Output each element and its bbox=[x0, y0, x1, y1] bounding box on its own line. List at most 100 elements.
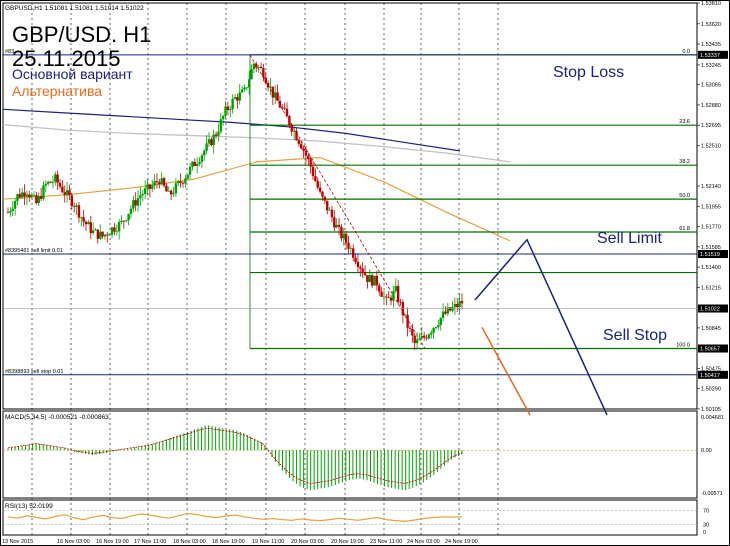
candle-body bbox=[302, 148, 305, 151]
candle-body bbox=[441, 311, 445, 318]
candle-body bbox=[125, 220, 128, 221]
fibonacci-level-label: 38.2 bbox=[679, 159, 690, 165]
time-axis-label: 17 Nov 11:00 bbox=[134, 539, 166, 545]
fibonacci-level-label: 0.0 bbox=[682, 49, 690, 55]
candle-body bbox=[153, 181, 156, 186]
candle-body bbox=[127, 213, 130, 221]
candle-body bbox=[120, 220, 123, 223]
candle-body bbox=[366, 275, 369, 283]
candle-body bbox=[73, 206, 76, 207]
time-axis-label: 16 Nov 19:00 bbox=[96, 539, 129, 545]
candle-body bbox=[340, 226, 343, 239]
candle-body bbox=[148, 184, 152, 189]
candle-body bbox=[387, 297, 390, 299]
candle-body bbox=[354, 257, 357, 262]
price-axis-label: 1.51585 bbox=[701, 245, 721, 251]
candle-body bbox=[323, 196, 327, 201]
rsi-panel-frame bbox=[2, 499, 698, 536]
sell-stop-label: Sell Stop bbox=[603, 327, 668, 344]
candle-body bbox=[139, 195, 142, 199]
candle-body bbox=[207, 139, 211, 144]
candle-body bbox=[432, 328, 435, 333]
candle-body bbox=[411, 328, 414, 336]
candle-body bbox=[9, 210, 12, 213]
candle-body bbox=[375, 275, 379, 286]
price-axis-label: 1.52510 bbox=[701, 143, 721, 149]
price-tag-box bbox=[698, 304, 728, 313]
candle-body bbox=[54, 174, 57, 182]
candle-body bbox=[101, 231, 104, 237]
candle-body bbox=[37, 195, 40, 204]
candle-body bbox=[224, 106, 227, 117]
candle-body bbox=[233, 97, 237, 99]
moving-average-orange bbox=[2, 156, 511, 242]
candle-body bbox=[448, 307, 452, 311]
candle-body bbox=[368, 275, 371, 283]
candle-body bbox=[158, 182, 161, 185]
candle-body bbox=[155, 181, 159, 183]
candle-body bbox=[193, 161, 197, 167]
candle-body bbox=[212, 134, 215, 146]
candle-body bbox=[300, 143, 303, 149]
candle-body bbox=[61, 186, 64, 193]
candle-body bbox=[103, 234, 107, 237]
fibonacci-level-label: 23.6 bbox=[679, 119, 690, 125]
price-axis-label: 1.53810 bbox=[701, 1, 721, 7]
candle-body bbox=[238, 92, 241, 101]
candle-body bbox=[415, 339, 419, 344]
fibonacci-level-label: 50.0 bbox=[679, 193, 690, 199]
candle-body bbox=[11, 208, 14, 211]
candle-body bbox=[151, 185, 154, 189]
time-axis-label: 16 Nov 03:00 bbox=[57, 539, 90, 545]
macd-panel-frame bbox=[2, 410, 698, 499]
candle-body bbox=[77, 205, 81, 218]
candle-body bbox=[214, 134, 218, 136]
candle-body bbox=[117, 222, 121, 232]
candle-body bbox=[385, 296, 388, 298]
price-axis-label: 1.50475 bbox=[701, 366, 721, 372]
candle-body bbox=[288, 116, 291, 126]
candle-body bbox=[281, 107, 284, 109]
candle-body bbox=[394, 286, 397, 292]
price-axis-label: 1.50290 bbox=[701, 387, 721, 393]
candle-body bbox=[75, 205, 78, 207]
candle-body bbox=[96, 229, 100, 239]
price-axis-label: 1.51955 bbox=[701, 204, 721, 210]
candle-body bbox=[18, 194, 22, 198]
candle-body bbox=[456, 303, 459, 308]
candle-body bbox=[396, 286, 400, 302]
candle-body bbox=[418, 338, 421, 340]
candle-body bbox=[99, 231, 102, 239]
price-axis-label: 1.53620 bbox=[701, 22, 721, 28]
candle-body bbox=[342, 234, 345, 239]
fibonacci-level-label: 61.8 bbox=[679, 226, 690, 232]
candle-body bbox=[84, 221, 88, 225]
candle-body bbox=[278, 100, 282, 108]
candle-body bbox=[352, 248, 355, 258]
candle-body bbox=[39, 195, 43, 199]
macd-signal-line bbox=[7, 427, 463, 484]
time-axis-label: 20 Nov 03:00 bbox=[291, 539, 324, 545]
candle-body bbox=[264, 77, 267, 83]
candle-body bbox=[328, 209, 331, 211]
price-axis-label: 1.52140 bbox=[701, 184, 721, 190]
rsi-title: RSI(13) 52.0199 bbox=[5, 503, 53, 510]
time-axis-label: 23 Nov 11:00 bbox=[370, 539, 402, 545]
price-tag-box bbox=[698, 344, 728, 353]
candle-body bbox=[51, 181, 55, 183]
candle-body bbox=[221, 116, 225, 120]
candle-body bbox=[404, 314, 407, 316]
price-tag-label: 1.50417 bbox=[700, 373, 720, 379]
price-axis-label: 1.50105 bbox=[701, 407, 721, 413]
candle-body bbox=[250, 69, 253, 80]
candle-body bbox=[16, 194, 19, 201]
candle-body bbox=[141, 194, 144, 196]
rsi-axis-label: 70 bbox=[703, 509, 709, 515]
candle-body bbox=[373, 275, 376, 286]
candle-body bbox=[285, 108, 289, 117]
candle-body bbox=[356, 261, 360, 268]
candle-body bbox=[179, 181, 182, 183]
candle-body bbox=[408, 327, 412, 329]
candle-body bbox=[446, 307, 450, 314]
candle-body bbox=[252, 63, 256, 70]
